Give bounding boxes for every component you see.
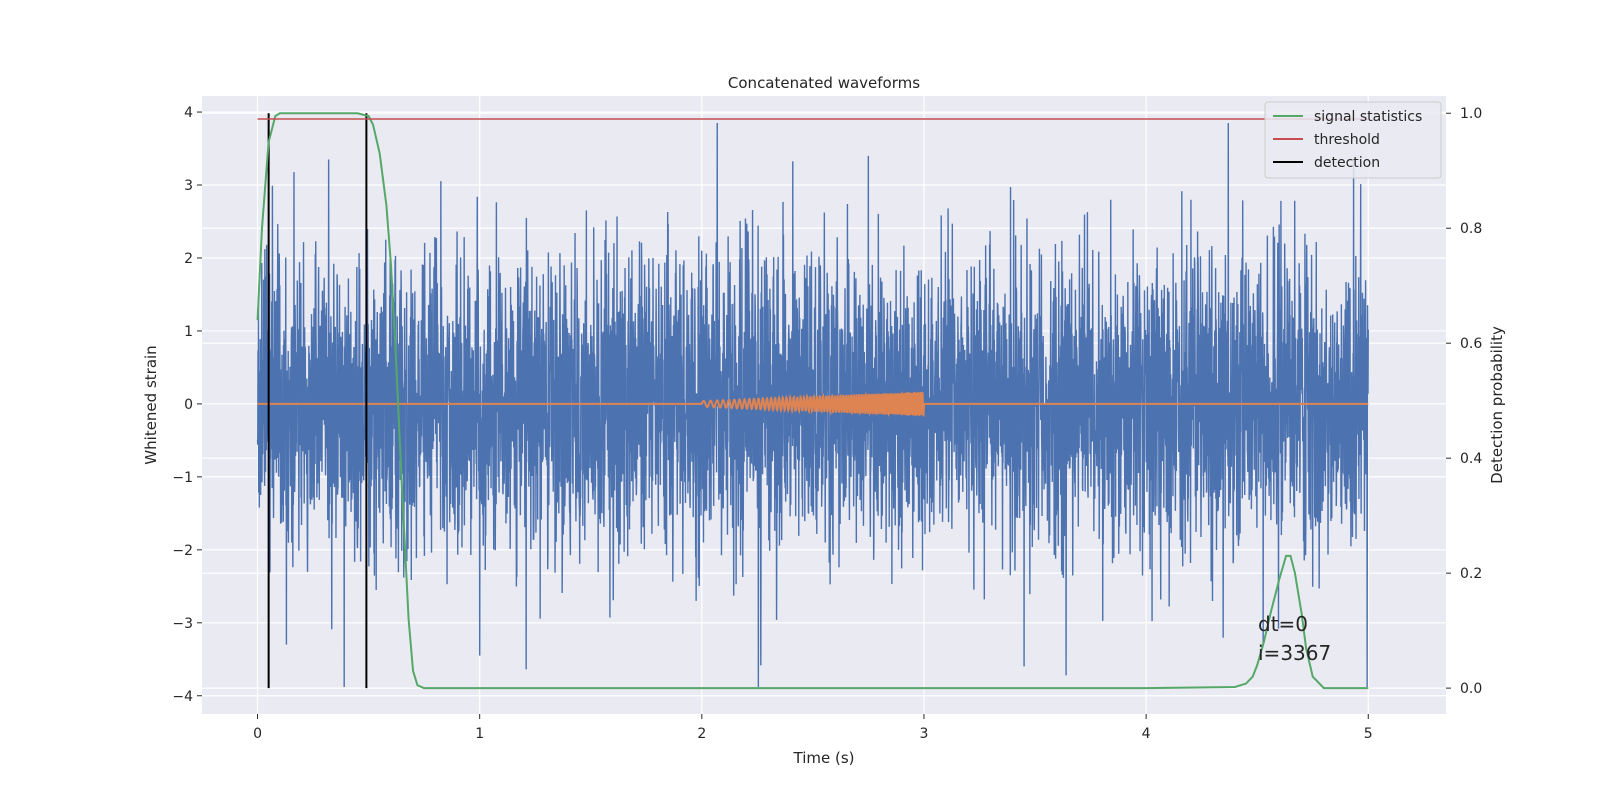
y2-tick-label: 0.0: [1460, 681, 1482, 697]
annotation-line-2: i=3367: [1258, 641, 1331, 665]
x-axis-label: Time (s): [793, 749, 855, 767]
legend-label-signal-statistics: signal statistics: [1314, 109, 1422, 125]
annotation-line-1: dt=0: [1258, 612, 1308, 636]
chart-title: Concatenated waveforms: [728, 74, 920, 92]
legend-label-detection: detection: [1314, 155, 1380, 171]
y2-tick-label: 0.4: [1460, 451, 1482, 467]
y-tick-label: −4: [172, 689, 193, 705]
legend: signal statistics threshold detection: [1264, 101, 1442, 179]
y-tick-label: 1: [184, 324, 193, 340]
y-tick-label: −3: [172, 616, 193, 632]
x-tick-label: 2: [697, 726, 706, 742]
series-whitened-strain: [256, 122, 1369, 688]
series-injected-waveform: [257, 391, 1369, 418]
tick-layer: 0 1 2 3 4 5 −4 −3 −2 −1 0 1 2 3 4 0.0 0.2 0.4 0.6 0.8 1.0: [172, 105, 1482, 742]
y2-tick-label: 1.0: [1460, 106, 1482, 122]
y2-axis-label: Detection probability: [1488, 326, 1506, 484]
series-signal-statistics: [256, 112, 1369, 690]
y2-tick-label: 0.6: [1460, 336, 1482, 352]
legend-label-threshold: threshold: [1314, 132, 1380, 148]
y-tick-label: 2: [184, 251, 193, 267]
x-tick-label: 3: [920, 726, 929, 742]
x-tick-label: 1: [475, 726, 484, 742]
x-tick-label: 0: [253, 726, 262, 742]
y-tick-label: 3: [184, 178, 193, 194]
annotation: dt=0 i=3367: [1258, 612, 1331, 665]
x-tick-label: 4: [1142, 726, 1151, 742]
y-tick-label: 0: [184, 397, 193, 413]
x-tick-label: 5: [1364, 726, 1373, 742]
y2-tick-label: 0.2: [1460, 566, 1482, 582]
legend-box: [1264, 101, 1442, 179]
y2-tick-label: 0.8: [1460, 221, 1482, 237]
y-tick-label: −2: [172, 543, 193, 559]
y-tick-label: −1: [172, 470, 193, 486]
y-tick-label: 4: [184, 105, 193, 121]
data-layer: [256, 112, 1369, 690]
y-axis-label: Whitened strain: [142, 345, 160, 464]
